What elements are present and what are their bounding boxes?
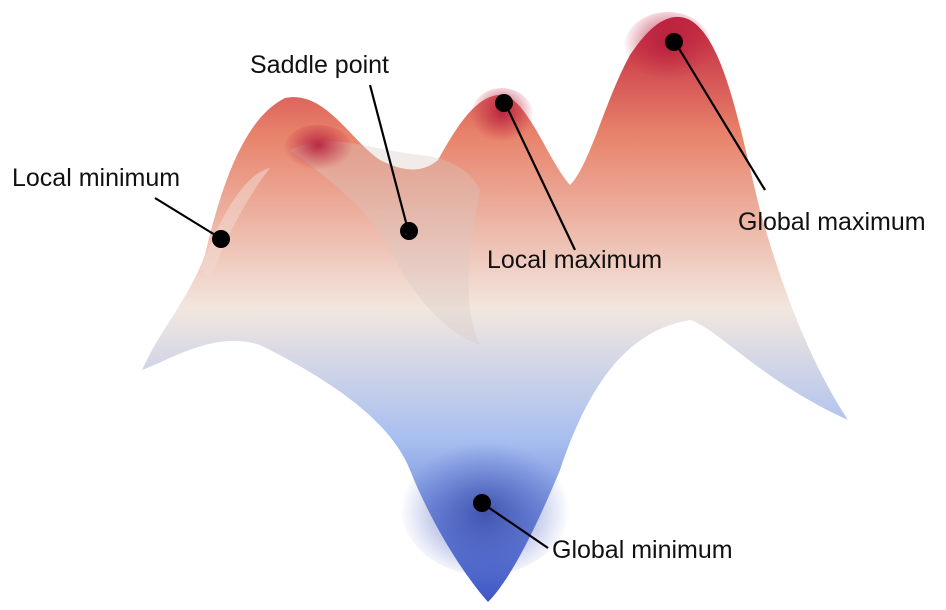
leader-local-maximum [504,102,576,251]
label-global-minimum: Global minimum [552,536,733,564]
global-maximum-peak [623,12,713,88]
leader-global-minimum [481,502,549,549]
ridge-peak [283,125,353,175]
back-fold [290,141,480,345]
local-minimum-marker [212,230,230,248]
local-maximum-marker [495,94,513,112]
left-flap [200,168,270,280]
label-saddle-point: Saddle point [250,51,389,79]
global-minimum-marker [473,494,491,512]
local-maximum-peak [470,88,534,148]
leader-local-minimum [154,197,221,239]
label-local-maximum: Local maximum [487,246,662,274]
leader-saddle-point [368,84,410,231]
label-local-minimum: Local minimum [12,164,180,192]
leader-global-maximum [674,41,766,191]
global-maximum-marker [665,33,683,51]
saddle-point-marker [400,222,418,240]
label-global-maximum: Global maximum [738,208,926,236]
